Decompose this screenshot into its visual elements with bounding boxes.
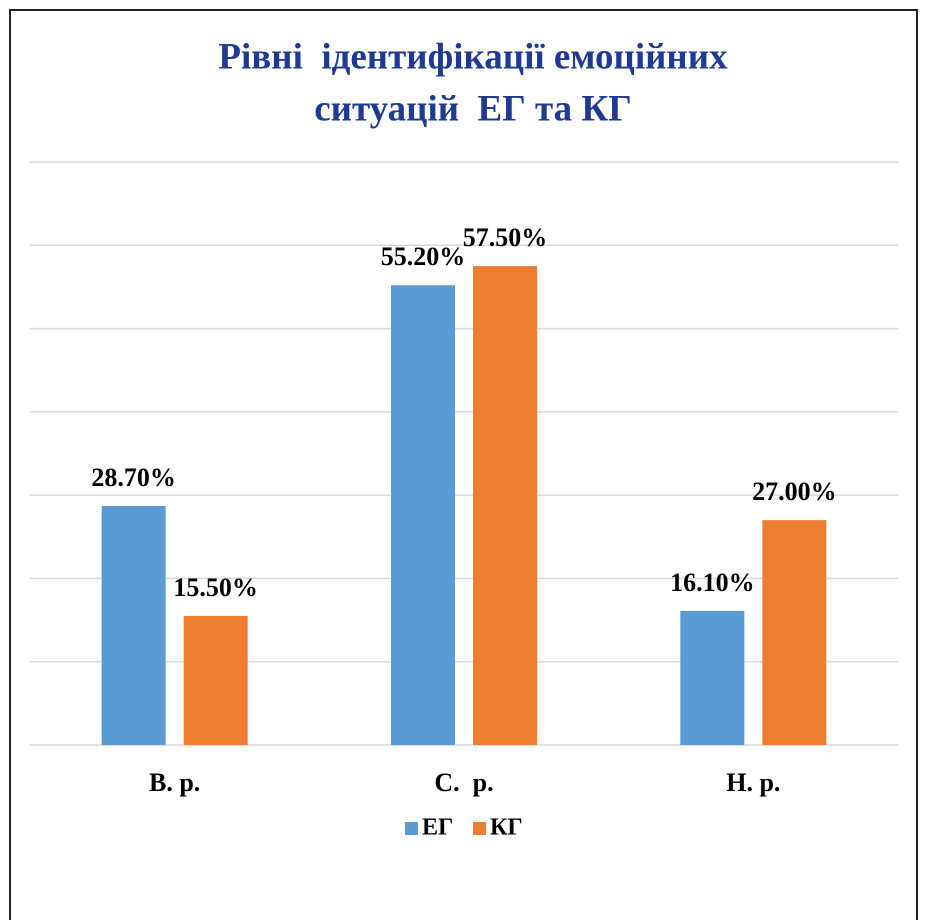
bar [101,505,166,745]
x-tick-label: С. р. [434,768,493,797]
legend-label: КГ [490,815,523,841]
x-tick-label: В. р. [149,768,200,797]
legend-swatch [405,822,418,835]
legend-label: ЕГ [422,815,453,841]
bar [183,615,248,745]
chart-title: Рівні ідентифікації емоційних [218,36,728,77]
data-label: 28.70% [91,463,176,492]
data-label: 15.50% [173,573,258,602]
legend-swatch [473,822,486,835]
data-label: 57.50% [463,223,548,252]
data-label: 27.00% [752,477,837,506]
bar [391,285,455,745]
x-tick-label: Н. р. [726,768,780,797]
data-label: 55.20% [381,242,466,271]
chart-title: ситуацій ЕГ та КГ [314,88,632,129]
data-label: 16.10% [670,568,755,597]
bar [680,610,745,745]
bar [473,266,537,745]
bar [762,520,827,745]
